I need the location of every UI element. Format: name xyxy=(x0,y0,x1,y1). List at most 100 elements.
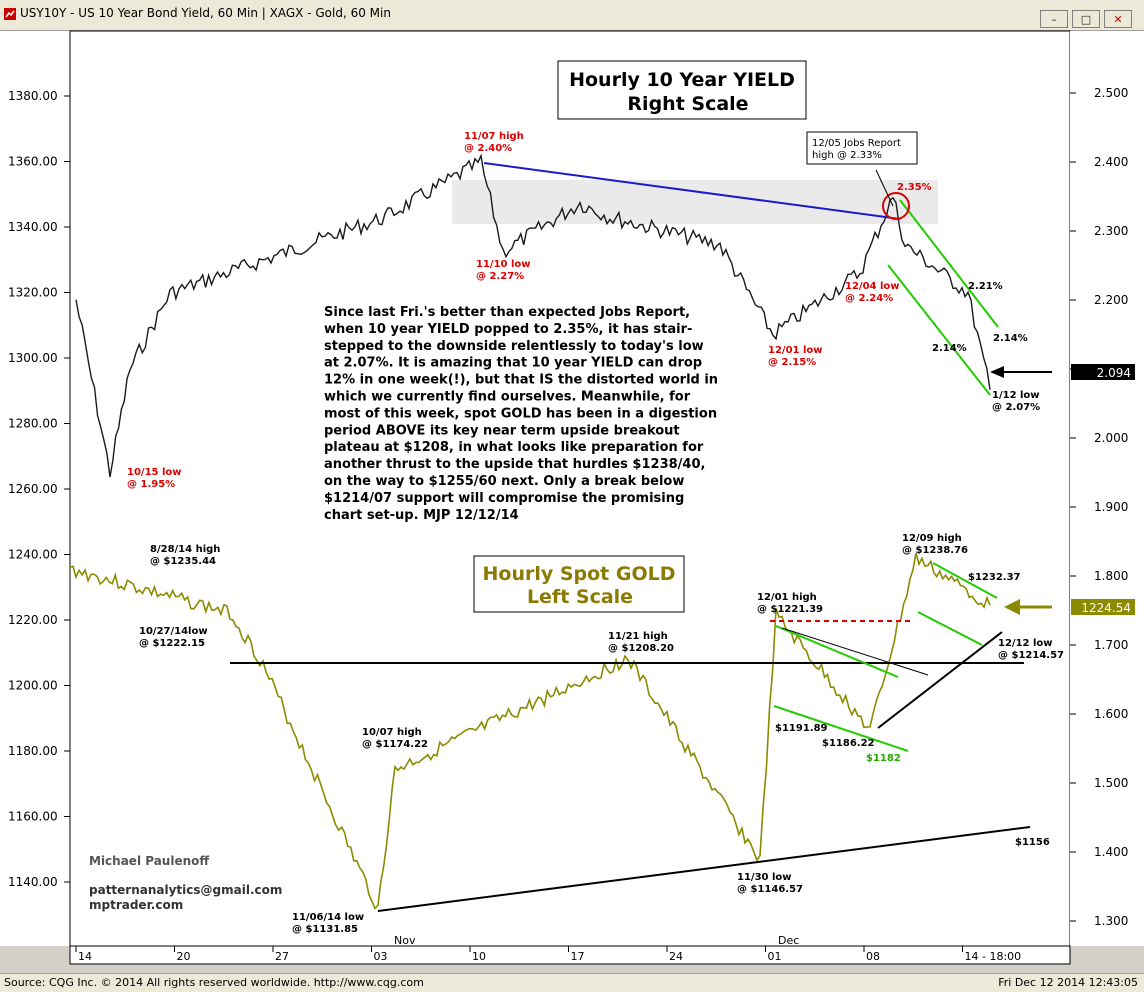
jobs-report-pointer xyxy=(875,169,894,207)
right-tick-label: 1.400 xyxy=(1094,845,1128,859)
gold-last-value: 1224.54 xyxy=(1081,601,1131,615)
status-source: Source: CQG Inc. © 2014 All rights reser… xyxy=(4,976,424,989)
left-tick-label: 1260.00 xyxy=(8,482,58,496)
g1027-label: 10/27/14low xyxy=(139,626,208,637)
y235-label: 2.35% xyxy=(897,182,932,193)
month-label-nov: Nov xyxy=(394,934,416,947)
left-tick-label: 1360.00 xyxy=(8,155,58,169)
right-tick-label: 1.500 xyxy=(1094,776,1128,790)
left-tick-label: 1200.00 xyxy=(8,679,58,693)
g1106-label: 11/06/14 low xyxy=(292,912,364,923)
gold-flag-lower xyxy=(917,611,983,646)
g1209-label: 12/09 high xyxy=(902,533,962,544)
x-tick-label: 03 xyxy=(374,950,388,963)
left-axis-panel xyxy=(0,31,70,946)
x-tick-label: 27 xyxy=(275,950,289,963)
g1007-label: 10/07 high xyxy=(362,727,422,738)
author-site: mptrader.com xyxy=(89,898,183,912)
right-tick-label: 2.400 xyxy=(1094,155,1128,169)
y1110-label: 11/10 low xyxy=(476,259,531,270)
commentary-line: stepped to the downside relentlessly to … xyxy=(324,339,704,354)
g1209-value: @ $1238.76 xyxy=(902,545,968,556)
g1130-label: 11/30 low xyxy=(737,872,792,883)
x-tick-label: 10 xyxy=(472,950,486,963)
jobs-report-value: high @ 2.33% xyxy=(812,150,882,161)
y221-label: 2.21% xyxy=(968,281,1003,292)
y1204-label: 12/04 low xyxy=(845,281,900,292)
right-tick-label: 1.900 xyxy=(1094,500,1128,514)
yield-series-line xyxy=(75,153,991,478)
right-tick-label: 2.500 xyxy=(1094,86,1128,100)
gold-last-value-box xyxy=(1071,599,1135,615)
right-axis-panel xyxy=(1070,31,1144,946)
gold-title: Hourly Spot GOLD xyxy=(482,563,675,585)
x-axis-ticks: 14 20 27 03 10 17 24 01 08 14 - 18:00 xyxy=(75,946,1021,963)
month-label-dec: Dec xyxy=(778,934,799,947)
y1204-value: @ 2.24% xyxy=(845,293,893,304)
window-title: USY10Y - US 10 Year Bond Yield, 60 Min |… xyxy=(20,6,391,20)
left-tick-label: 1300.00 xyxy=(8,351,58,365)
gold-channel-upper xyxy=(775,625,899,678)
g1156-label: $1156 xyxy=(1015,837,1050,848)
g0828-value: @ $1235.44 xyxy=(150,556,216,567)
minimize-button[interactable]: – xyxy=(1040,10,1068,28)
left-tick-label: 1340.00 xyxy=(8,220,58,234)
yield-downtrend-line xyxy=(483,162,901,220)
g1027-value: @ $1222.15 xyxy=(139,638,205,649)
y214b-label: 2.14% xyxy=(932,343,967,354)
g1186-label: $1186.22 xyxy=(822,738,875,749)
commentary-line: most of this week, spot GOLD has been in… xyxy=(324,406,717,421)
close-button[interactable]: ✕ xyxy=(1104,10,1132,28)
yield-last-value: 2.094 xyxy=(1097,366,1131,380)
yield-black-annotations: 2.21% 2.14% 2.14% 1/12 low @ 2.07% xyxy=(932,281,1040,413)
author-name: Michael Paulenoff xyxy=(89,854,209,868)
g1191-label: $1191.89 xyxy=(775,723,828,734)
gold-flag-upper xyxy=(932,562,998,599)
y1015-value: @ 1.95% xyxy=(127,479,175,490)
gold-rising-support xyxy=(877,631,1003,729)
right-tick-label: 2.300 xyxy=(1094,224,1128,238)
status-datetime: Fri Dec 12 2014 12:43:05 xyxy=(998,976,1138,989)
left-tick-label: 1380.00 xyxy=(8,89,58,103)
maximize-button[interactable]: □ xyxy=(1072,10,1100,28)
right-tick-label: 2.000 xyxy=(1094,431,1128,445)
commentary-line: plateau at $1208, in what looks like pre… xyxy=(324,440,704,455)
author-block: Michael Paulenoff patternanalytics@gmail… xyxy=(89,854,282,912)
right-axis-ticks: 2.5002.4002.3002.2002.1002.0001.9001.800… xyxy=(1070,86,1128,928)
yield-subtitle: Right Scale xyxy=(627,93,748,115)
commentary-line: at 2.07%. It is amazing that 10 year YIE… xyxy=(324,356,702,371)
x-axis-panel xyxy=(69,945,1071,965)
gold-subtitle: Left Scale xyxy=(527,586,633,608)
g1007-value: @ $1174.22 xyxy=(362,739,428,750)
y1112-value: @ 2.07% xyxy=(992,402,1040,413)
jobs-report-box xyxy=(806,131,918,165)
x-tick-label: 14 xyxy=(78,950,92,963)
jobs-report-label: 12/05 Jobs Report xyxy=(812,138,901,149)
y1110-value: @ 2.27% xyxy=(476,271,524,282)
right-tick-label: 1.300 xyxy=(1094,914,1128,928)
y1112-label: 1/12 low xyxy=(992,390,1040,401)
yield-channel-lower xyxy=(887,264,991,396)
x-tick-label: 20 xyxy=(177,950,191,963)
left-tick-label: 1220.00 xyxy=(8,613,58,627)
yield-annotations: 11/07 high @ 2.40% 11/10 low @ 2.27% 10/… xyxy=(127,131,932,490)
y214a-label: 2.14% xyxy=(993,333,1028,344)
commentary-line: Since last Fri.'s better than expected J… xyxy=(324,305,690,320)
gold-wedge-line xyxy=(781,627,929,676)
right-tick-label: 1.700 xyxy=(1094,638,1128,652)
gold-title-box xyxy=(473,555,685,613)
x-tick-label: 24 xyxy=(669,950,683,963)
chart-app-icon xyxy=(4,8,16,20)
y1015-label: 10/15 low xyxy=(127,467,182,478)
commentary-line: when 10 year YIELD popped to 2.35%, it h… xyxy=(324,322,692,337)
yield-title-box xyxy=(557,60,807,120)
left-tick-label: 1320.00 xyxy=(8,286,58,300)
yield-channel-upper xyxy=(899,199,999,328)
x-tick-label: 08 xyxy=(866,950,880,963)
yield-title: Hourly 10 Year YIELD xyxy=(569,69,795,91)
window-titlebar: USY10Y - US 10 Year Bond Yield, 60 Min |… xyxy=(0,0,1144,31)
commentary-block: Since last Fri.'s better than expected J… xyxy=(324,305,718,523)
yield-last-value-box xyxy=(1071,364,1135,380)
commentary-line: chart set-up. MJP 12/12/14 xyxy=(324,508,519,523)
y1107-label: 11/07 high xyxy=(464,131,524,142)
